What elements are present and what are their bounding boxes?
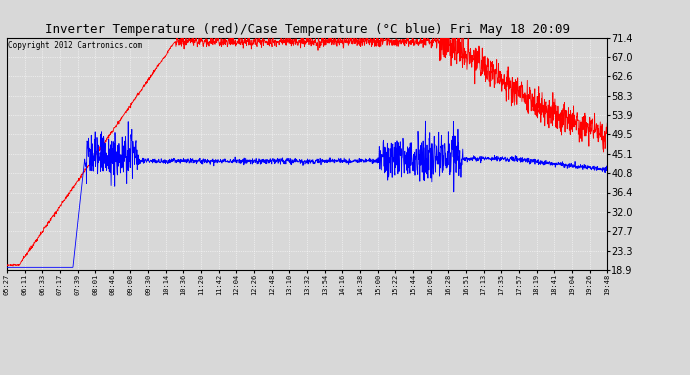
- Text: Copyright 2012 Cartronics.com: Copyright 2012 Cartronics.com: [8, 41, 142, 50]
- Title: Inverter Temperature (red)/Case Temperature (°C blue) Fri May 18 20:09: Inverter Temperature (red)/Case Temperat…: [45, 23, 569, 36]
